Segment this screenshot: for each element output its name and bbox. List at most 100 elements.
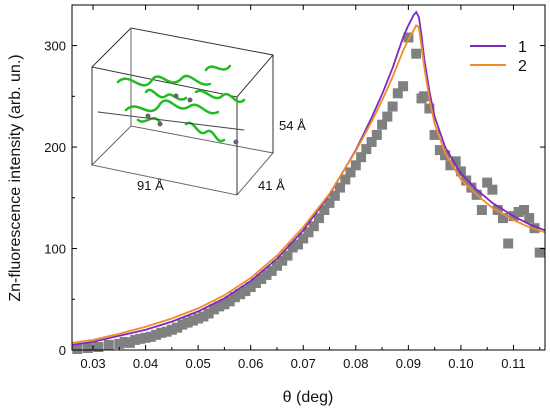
data-point-57 (392, 88, 403, 99)
data-point-39 (298, 233, 309, 244)
data-point-0 (72, 344, 83, 354)
data-point-67 (445, 160, 456, 171)
data-point-4 (114, 338, 125, 349)
data-point-58 (398, 81, 409, 92)
data-point-41 (308, 221, 319, 232)
x-tick-label-5: 0.08 (343, 356, 368, 371)
data-point-35 (277, 255, 288, 266)
data-point-2 (93, 342, 104, 352)
data-point-44 (324, 197, 335, 208)
protein-axis-line (97, 111, 245, 131)
data-point-14 (166, 324, 177, 335)
zinc-atom-1 (145, 113, 151, 119)
data-point-78 (503, 238, 514, 249)
axis-ticks: 0.03 0.04 0.05 0.06 0.07 0.08 0.09 0.10 0.11 0 100… (44, 5, 545, 371)
data-point-59 (403, 32, 414, 43)
fit-curves (71, 10, 546, 346)
data-point-3 (103, 339, 114, 350)
data-point-34 (272, 260, 282, 271)
protein-inset: 54 Å 91 Å 41 Å (90, 27, 306, 196)
bounding-box (90, 27, 274, 196)
zinc-atom-2 (157, 121, 163, 127)
data-point-55 (382, 111, 393, 122)
data-point-9 (140, 332, 151, 343)
x-tick-label-1: 0.04 (133, 356, 158, 371)
data-point-84 (534, 247, 545, 258)
data-point-66 (440, 150, 451, 161)
data-point-47 (340, 174, 351, 185)
data-point-40 (303, 227, 314, 238)
data-point-64 (429, 129, 440, 140)
data-point-46 (335, 182, 345, 193)
data-point-32 (261, 269, 272, 280)
y-axis-title: Zn-fluorescence intensity (arb. un.) (7, 54, 24, 301)
y-tick-label-1: 100 (44, 242, 66, 257)
data-point-30 (250, 278, 261, 288)
data-point-56 (387, 101, 398, 112)
protein-ribbon-5 (204, 64, 232, 72)
data-point-82 (524, 213, 535, 224)
data-point-22 (208, 304, 219, 315)
protein-ribbon-6 (136, 117, 162, 124)
data-point-68 (450, 156, 461, 167)
data-point-75 (487, 184, 498, 195)
data-point-53 (371, 129, 382, 140)
protein-ribbon-2 (144, 88, 188, 101)
data-point-33 (266, 265, 277, 276)
data-point-7 (130, 334, 141, 345)
protein-ribbon-3 (194, 89, 246, 104)
data-point-80 (513, 207, 524, 217)
data-point-63 (424, 103, 435, 114)
inset-label-depth: 41 Å (258, 178, 285, 193)
data-point-49 (350, 160, 361, 171)
data-point-10 (145, 331, 156, 342)
data-point-24 (219, 299, 230, 310)
data-point-6 (124, 337, 135, 348)
data-point-19 (193, 313, 204, 324)
y-tick-label-3: 300 (44, 39, 66, 54)
x-tick-label-4: 0.07 (291, 356, 316, 371)
data-point-65 (434, 145, 445, 156)
x-tick-label-2: 0.05 (185, 356, 210, 371)
plot-frame (71, 4, 546, 351)
data-point-18 (187, 315, 198, 326)
x-tick-label-3: 0.06 (238, 356, 263, 371)
data-point-43 (319, 205, 330, 215)
data-point-38 (293, 239, 303, 250)
data-point-54 (377, 119, 388, 130)
data-point-60 (411, 48, 422, 59)
data-point-21 (203, 308, 214, 319)
data-point-5 (119, 336, 130, 347)
data-point-17 (182, 317, 193, 328)
data-point-8 (135, 333, 146, 344)
zinc-atom-3 (233, 139, 239, 145)
protein-ribbon-4 (184, 121, 226, 143)
data-point-37 (287, 242, 298, 253)
data-point-28 (240, 286, 251, 297)
data-point-77 (498, 213, 508, 224)
data-point-23 (214, 301, 225, 312)
data-point-52 (366, 137, 377, 147)
data-point-15 (172, 322, 183, 333)
data-point-81 (519, 205, 529, 215)
zinc-atom-0 (173, 93, 179, 99)
measured-data-points (72, 32, 545, 354)
data-point-26 (229, 292, 240, 303)
data-point-50 (356, 152, 367, 163)
data-point-42 (314, 213, 324, 224)
data-point-62 (419, 91, 430, 102)
data-point-48 (345, 167, 356, 178)
curve-series-1 (71, 10, 546, 346)
data-point-27 (235, 289, 246, 300)
legend: 1 2 (470, 39, 527, 75)
inset-label-length: 91 Å (137, 178, 164, 193)
x-tick-label-8: 0.11 (501, 356, 525, 371)
data-point-25 (224, 296, 235, 307)
legend-label-series-2: 2 (518, 58, 527, 75)
data-point-12 (156, 327, 167, 338)
data-point-74 (482, 177, 493, 188)
zinc-atom-4 (187, 97, 193, 103)
data-point-20 (198, 311, 209, 322)
data-point-51 (361, 144, 372, 155)
